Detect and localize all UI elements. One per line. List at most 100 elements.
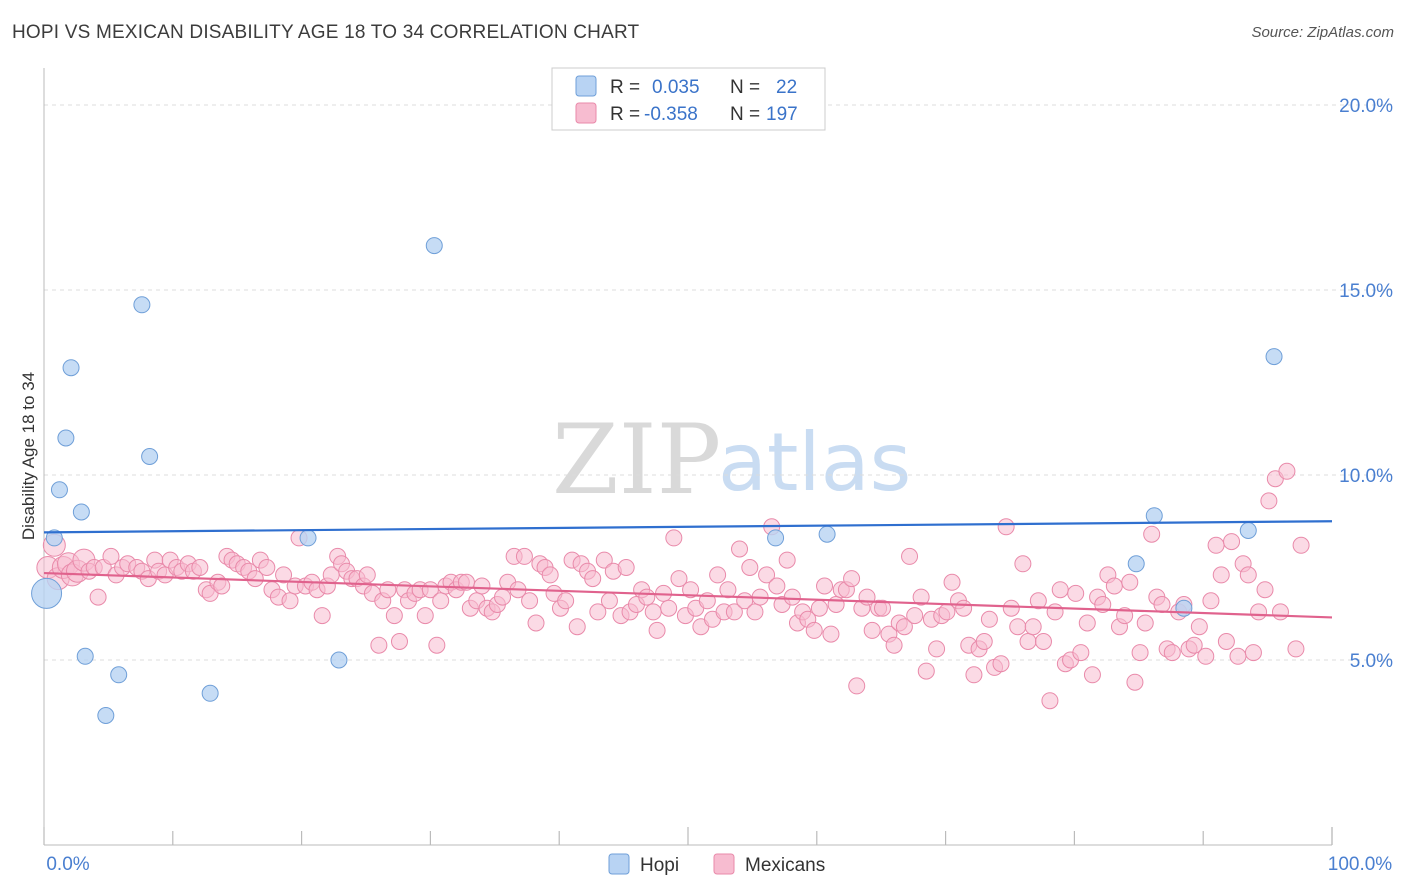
mexicans-point bbox=[370, 636, 388, 654]
legend-n-value-hopi: 22 bbox=[776, 77, 797, 98]
mexicans-point bbox=[975, 633, 993, 650]
mexicans-point bbox=[1014, 555, 1032, 573]
mexicans-point bbox=[1278, 462, 1296, 480]
mexicans-point bbox=[863, 621, 881, 639]
y-tick-label: 5.0% bbox=[1350, 651, 1393, 672]
mexicans-point bbox=[89, 588, 107, 606]
mexicans-point bbox=[432, 592, 450, 610]
mexicans-point bbox=[1116, 607, 1134, 625]
mexicans-point bbox=[515, 547, 533, 565]
legend-swatch-mexicans bbox=[575, 102, 597, 124]
mexicans-point bbox=[494, 588, 512, 606]
hopi-point bbox=[76, 647, 94, 665]
mexicans-point bbox=[901, 547, 919, 565]
watermark-zip: ZIP bbox=[552, 404, 721, 516]
mexicans-point bbox=[473, 577, 491, 595]
mexicans-point bbox=[1229, 647, 1247, 665]
mexicans-point bbox=[810, 599, 828, 617]
mexicans-points bbox=[36, 462, 1310, 710]
mexicans-point bbox=[213, 577, 231, 595]
mexicans-point bbox=[665, 529, 683, 547]
legend-r-value-mexicans: -0.358 bbox=[644, 104, 698, 125]
mexicans-point bbox=[1121, 573, 1139, 591]
mexicans-point bbox=[1143, 525, 1161, 543]
mexicans-point bbox=[731, 540, 749, 558]
mexicans-point bbox=[275, 566, 293, 584]
mexicans-point bbox=[816, 577, 834, 595]
mexicans-point bbox=[568, 618, 586, 636]
mexicans-point bbox=[191, 559, 209, 576]
mexicans-point bbox=[660, 599, 678, 617]
mexicans-point bbox=[541, 566, 559, 584]
bottom-legend-swatch-hopi bbox=[608, 853, 630, 875]
hopi-point bbox=[330, 651, 348, 669]
hopi-point bbox=[425, 237, 443, 255]
mexicans-point bbox=[758, 566, 776, 584]
mexicans-point bbox=[928, 640, 946, 658]
legend-swatch-hopi bbox=[575, 75, 597, 97]
mexicans-point bbox=[997, 518, 1015, 536]
mexicans-point bbox=[725, 603, 743, 621]
x-ticks bbox=[43, 827, 1333, 845]
mexicans-point bbox=[390, 633, 408, 650]
hopi-point bbox=[45, 529, 63, 547]
mexicans-point bbox=[1197, 647, 1215, 665]
mexicans-point bbox=[827, 596, 845, 613]
mexicans-point bbox=[102, 547, 120, 565]
hopi-points bbox=[31, 237, 1283, 724]
mexicans-point bbox=[1163, 644, 1181, 662]
hopi-point bbox=[57, 429, 75, 447]
legend-n-label-mexicans: N = bbox=[730, 104, 760, 125]
hopi-point bbox=[110, 666, 128, 684]
mexicans-point bbox=[1256, 581, 1274, 599]
mexicans-point bbox=[600, 592, 618, 610]
mexicans-point bbox=[648, 621, 666, 639]
mexicans-point bbox=[1217, 633, 1235, 650]
mexicans-point bbox=[895, 618, 913, 636]
bottom-legend-swatch-mexicans bbox=[713, 853, 735, 875]
mexicans-trend-line bbox=[43, 571, 1333, 619]
mexicans-point bbox=[1185, 636, 1203, 654]
mexicans-point bbox=[358, 566, 376, 584]
mexicans-point bbox=[768, 577, 786, 595]
hopi-trend-line bbox=[43, 520, 1333, 534]
mexicans-point bbox=[719, 581, 737, 599]
mexicans-point bbox=[1034, 633, 1052, 650]
bottom-legend: Hopi Mexicans bbox=[608, 853, 825, 876]
hopi-point bbox=[62, 359, 80, 377]
y-tick-label: 15.0% bbox=[1339, 281, 1393, 302]
mexicans-point bbox=[281, 592, 299, 610]
mexicans-point bbox=[1131, 644, 1149, 662]
mexicans-point bbox=[385, 607, 403, 625]
hopi-point bbox=[299, 529, 317, 547]
y-tick-labels: 5.0% 10.0% 15.0% 20.0% bbox=[1339, 96, 1393, 672]
chart-title: HOPI VS MEXICAN DISABILITY AGE 18 TO 34 … bbox=[12, 22, 640, 43]
mexicans-point bbox=[1250, 603, 1268, 621]
mexicans-point bbox=[617, 559, 635, 576]
mexicans-point bbox=[1072, 644, 1090, 662]
mexicans-point bbox=[873, 599, 891, 617]
bottom-legend-label-hopi: Hopi bbox=[640, 855, 679, 876]
mexicans-point bbox=[1051, 581, 1069, 599]
source-label: Source: ZipAtlas.com bbox=[1251, 24, 1394, 41]
mexicans-point bbox=[848, 677, 866, 695]
mexicans-point bbox=[313, 607, 331, 625]
mexicans-point bbox=[1292, 536, 1310, 554]
mexicans-point bbox=[638, 588, 656, 606]
mexicans-point bbox=[1126, 673, 1144, 691]
mexicans-point bbox=[885, 636, 903, 654]
legend-n-label-hopi: N = bbox=[730, 77, 760, 98]
mexicans-point bbox=[246, 570, 264, 588]
mexicans-point bbox=[1153, 596, 1171, 613]
hopi-point bbox=[1145, 507, 1163, 525]
mexicans-point bbox=[1002, 599, 1020, 617]
mexicans-point bbox=[1271, 603, 1289, 621]
mexicans-point bbox=[917, 662, 935, 680]
mexicans-point bbox=[1024, 618, 1042, 636]
mexicans-point bbox=[912, 588, 930, 606]
hopi-point bbox=[72, 503, 90, 521]
y-tick-label: 20.0% bbox=[1339, 96, 1393, 117]
mexicans-point bbox=[741, 559, 759, 576]
mexicans-point bbox=[527, 614, 545, 632]
